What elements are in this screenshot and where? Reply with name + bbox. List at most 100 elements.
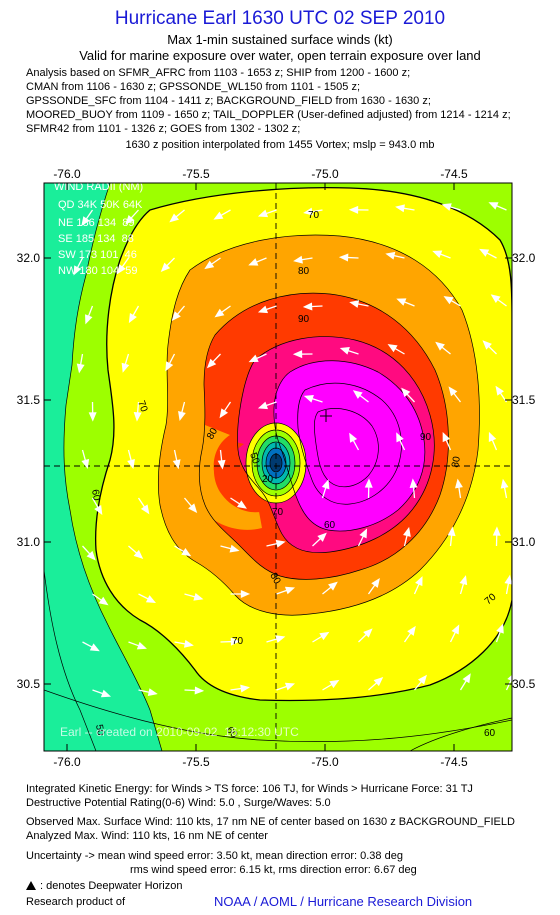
wind-arrowhead [302, 302, 313, 311]
wind-arrowhead [292, 350, 303, 359]
wind-arrowhead [496, 623, 504, 634]
wind-arrowhead [219, 408, 229, 419]
wind-arrowhead [500, 478, 509, 489]
max-wind-marker [320, 410, 332, 422]
wind-arrowhead [415, 576, 423, 587]
wind-arrowhead [329, 679, 340, 689]
ike-line: Integrated Kinetic Energy: for Winds > T… [26, 783, 473, 795]
wind-arrowhead [396, 298, 407, 306]
creation-watermark: Earl -- created on 2010-09-02 16:12:30 U… [60, 725, 299, 739]
wind-arrowhead [165, 361, 174, 372]
wind-arrowhead [284, 586, 296, 595]
contour-label: 50 [93, 724, 106, 737]
contour-label: 60 [324, 520, 336, 531]
wind-arrowhead [229, 544, 240, 553]
deepwater-legend: : denotes Deepwater Horizon [26, 880, 182, 892]
wind-arrowhead [339, 347, 350, 355]
uncertainty-line: Uncertainty -> mean wind speed error: 3.… [26, 850, 403, 862]
wind-arrowhead [284, 682, 296, 691]
deepwater-text: : denotes Deepwater Horizon [40, 880, 183, 892]
wind-arrowhead [321, 479, 330, 490]
wind-arrowhead [407, 625, 416, 636]
wind-arrowhead [248, 354, 259, 363]
wind-field: 70 80 90 70 80 70 60 80 70 80 90 20 50 6… [44, 183, 512, 751]
contour-label: 70 [308, 210, 320, 221]
lon-tick-label: -75.0 [311, 755, 339, 769]
wind-arrowhead [86, 550, 96, 561]
wind-arrowhead [403, 526, 411, 537]
wind-arrowhead [85, 314, 93, 325]
wind-arrowhead [492, 526, 501, 536]
wind-band-90-tongue [213, 440, 268, 513]
research-label: Research product of [26, 896, 126, 908]
lat-tick-label: 31.5 [17, 393, 41, 407]
wind-arrowhead [395, 204, 405, 213]
wind-band-50 [44, 183, 162, 751]
wind-arrowhead [479, 248, 490, 257]
wind-arrowhead [275, 635, 286, 643]
wind-arrowhead [401, 387, 411, 398]
wind-arrowhead [441, 203, 452, 211]
wind-arrowhead [387, 344, 398, 353]
wind-arrowhead [121, 362, 130, 373]
contour-label: 80 [450, 455, 463, 468]
map-frame [43, 182, 513, 752]
wind-arrowhead [257, 401, 268, 410]
wind-radii-row: NE 186 134 89 [58, 217, 134, 229]
contour-label: 70 [232, 636, 244, 647]
wind-arrowhead [349, 432, 358, 443]
analysis-line: Analysis based on SFMR_AFRC from 1103 - … [26, 67, 411, 79]
wind-arrowhead [373, 676, 384, 687]
wind-arrowhead [183, 639, 194, 648]
wind-arrowhead [214, 308, 225, 318]
wind-arrowhead [248, 258, 259, 266]
wind-arrowhead [94, 504, 103, 516]
wind-arrowhead [147, 688, 158, 697]
subtitle-validity: Valid for marine exposure over water, op… [79, 48, 481, 63]
wind-radii-row: NW 180 104 59 [58, 265, 138, 277]
wind-arrowhead [188, 503, 198, 514]
contour-label: 20 [262, 474, 274, 485]
lon-tick-label: -74.5 [440, 755, 468, 769]
wind-arrowhead [140, 504, 150, 515]
wind-arrowhead [125, 214, 135, 225]
wind-arrowhead [169, 213, 179, 223]
wind-arrowhead [100, 689, 112, 698]
lon-tick-label: -75.5 [182, 167, 210, 181]
wind-arrowhead [447, 526, 456, 537]
wind-arrowhead [359, 528, 368, 539]
lon-tick-label: -76.0 [53, 755, 81, 769]
wind-radii-table: WIND RADII (NM) QD 34K 50K 64K NE 186 13… [54, 183, 143, 277]
wind-arrows [73, 202, 512, 698]
wind-arrowhead [171, 311, 181, 321]
wind-arrowhead [352, 390, 363, 399]
wind-arrowhead [293, 255, 303, 264]
wind-arrowhead [451, 624, 460, 635]
wind-arrowhead [230, 637, 241, 646]
wind-arrowhead [128, 313, 137, 324]
wind-arrowhead [364, 478, 373, 488]
wind-arrowhead [363, 628, 373, 638]
wind-radii-row: SE 185 134 88 [58, 233, 134, 245]
wind-arrowhead [349, 300, 360, 308]
wind-arrowhead [482, 340, 492, 350]
analyzed-max-line: Analyzed Max. Wind: 110 kts, 16 nm NE of… [26, 830, 268, 842]
wind-arrowhead [448, 386, 458, 397]
wind-arrowhead [236, 500, 247, 509]
wind-arrowhead [371, 577, 380, 588]
analysis-line: SFMR42 from 1101 - 1326 z; GOES from 130… [26, 123, 301, 135]
wind-arrowhead [409, 478, 418, 489]
wind-arrowhead [488, 202, 499, 210]
lat-tick-label: 30.5 [512, 677, 536, 691]
observed-max-line: Observed Max. Surface Wind: 110 kts, 17 … [26, 816, 515, 828]
lon-tick-label: -76.0 [53, 167, 81, 181]
wind-arrowhead [443, 296, 454, 305]
wind-arrowhead [145, 595, 156, 603]
contour-label: 70 [135, 399, 149, 414]
wind-arrowhead [136, 641, 147, 650]
analysis-line: CMAN from 1106 - 1630 z; GPSSONDE_WL150 … [26, 81, 361, 93]
wind-arrowhead [319, 631, 330, 641]
lon-tick-label: -75.0 [311, 167, 339, 181]
wind-arrowhead [417, 674, 427, 685]
wind-arrowhead [459, 575, 468, 586]
